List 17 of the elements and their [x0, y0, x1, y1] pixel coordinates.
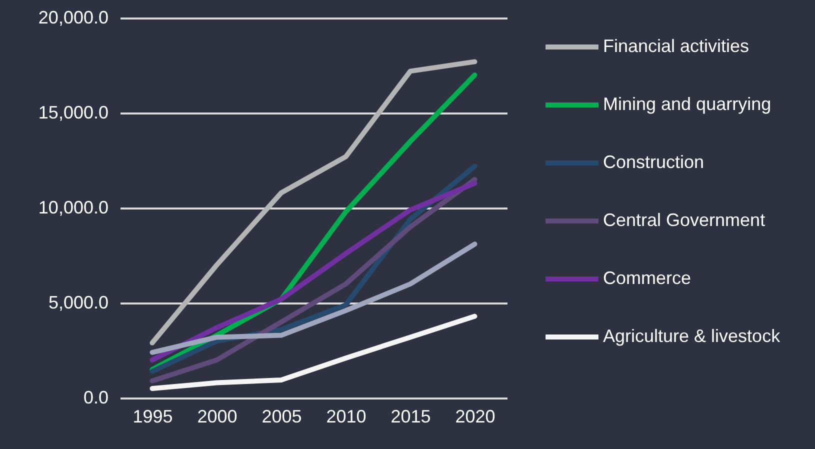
x-tick-label: 2010: [326, 406, 366, 426]
legend-label: Financial activities: [603, 36, 750, 56]
y-tick-label: 15,000.0: [38, 102, 108, 122]
legend-label: Central Government: [603, 210, 766, 230]
y-tick-label: 0.0: [83, 388, 108, 408]
y-tick-label: 20,000.0: [38, 8, 108, 28]
legend-label: Commerce: [603, 268, 692, 288]
x-tick-label: 1995: [132, 406, 173, 426]
x-tick-label: 2005: [262, 406, 302, 426]
legend-label: Construction: [603, 152, 704, 172]
x-tick-label: 2020: [455, 406, 496, 426]
x-tick-label: 2015: [390, 406, 431, 426]
x-tick-label: 2000: [197, 406, 238, 426]
y-tick-label: 5,000.0: [48, 292, 108, 312]
legend-label: Mining and quarrying: [603, 94, 772, 114]
y-tick-label: 10,000.0: [38, 198, 108, 218]
legend-label: Agriculture & livestock: [603, 326, 782, 346]
